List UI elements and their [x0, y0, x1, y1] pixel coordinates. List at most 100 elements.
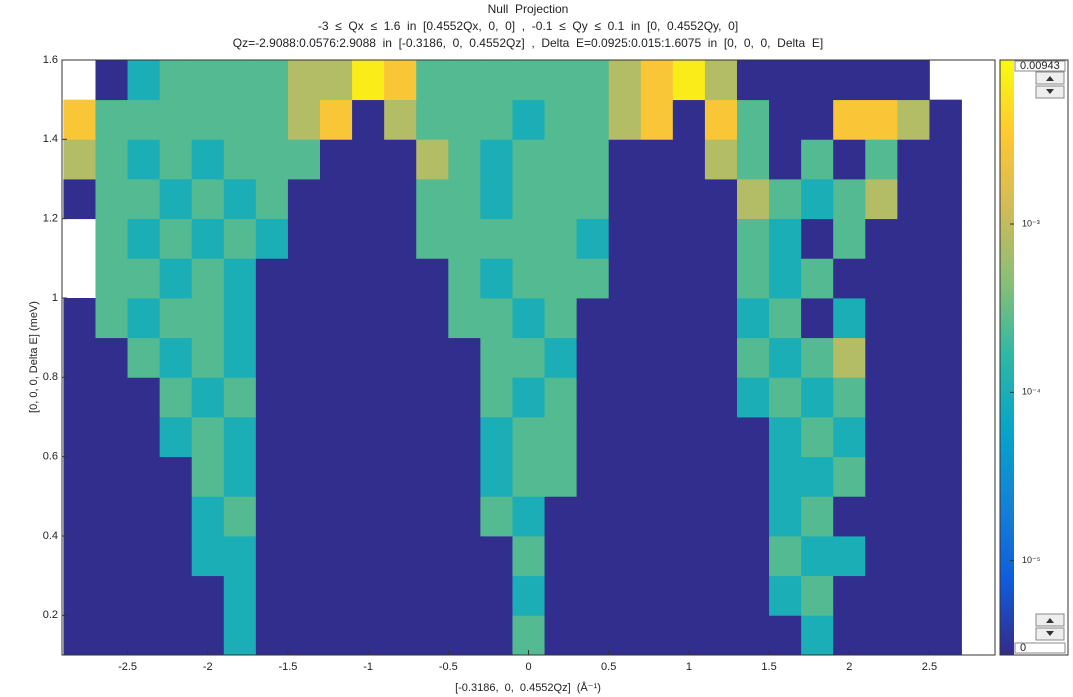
heatmap-cell: [897, 218, 930, 259]
heatmap-cell: [416, 417, 449, 458]
cmin-box[interactable]: [1014, 642, 1066, 654]
cmax-text[interactable]: 0.00943: [1020, 60, 1060, 72]
heatmap-cell: [608, 179, 642, 220]
heatmap-cell: [736, 258, 770, 299]
heatmap-cell: [223, 139, 257, 180]
heatmap-cell: [352, 575, 385, 616]
heatmap-cell: [736, 417, 770, 458]
heatmap-cell: [512, 536, 545, 577]
heatmap-cell: [512, 417, 545, 458]
heatmap-cell: [769, 298, 802, 339]
heatmap-cell: [416, 258, 449, 299]
heatmap-cell: [287, 615, 321, 656]
heatmap-cell: [865, 496, 898, 537]
heatmap-cell: [704, 575, 738, 616]
heatmap-cell: [384, 496, 417, 537]
heatmap-cell: [512, 496, 545, 537]
heatmap-cell: [833, 179, 866, 220]
heatmap-cell: [672, 258, 706, 299]
heatmap-cell: [480, 60, 513, 101]
heatmap-cell: [223, 218, 257, 259]
heatmap-cell: [352, 456, 385, 497]
heatmap-cell: [897, 615, 930, 656]
y-tick-label: 0.8: [43, 371, 58, 383]
heatmap-cell: [384, 258, 417, 299]
heatmap-cell: [255, 377, 289, 418]
heatmap-cell: [576, 377, 610, 418]
heatmap-cell: [512, 575, 545, 616]
heatmap-cell: [897, 337, 930, 378]
heatmap-cell: [159, 139, 193, 180]
heatmap-cell: [929, 258, 962, 299]
cmax-box[interactable]: [1014, 60, 1066, 72]
heatmap-cell: [255, 496, 289, 537]
heatmap-cell: [640, 536, 674, 577]
heatmap-cell: [223, 377, 257, 418]
heatmap-cell: [769, 139, 802, 180]
heatmap-cell: [801, 496, 834, 537]
heatmap-cell: [191, 218, 225, 259]
heatmap-cell: [608, 377, 642, 418]
colorbar: [1000, 60, 1014, 655]
heatmap-cell: [448, 536, 481, 577]
heatmap-cell: [769, 575, 802, 616]
heatmap-cell: [640, 337, 674, 378]
heatmap-cell: [384, 417, 417, 458]
heatmap-cell: [929, 575, 962, 616]
heatmap-cell: [448, 218, 481, 259]
heatmap-cell: [320, 60, 353, 101]
heatmap-cell: [576, 99, 610, 140]
heatmap-cell: [448, 496, 481, 537]
colorbar-tick-label: 10⁻³: [1022, 218, 1040, 228]
heatmap-cell: [704, 60, 738, 101]
heatmap-cell: [352, 377, 385, 418]
heatmap-cell: [127, 60, 161, 101]
heatmap-cell: [448, 615, 481, 656]
heatmap-cell: [704, 377, 738, 418]
arrow: [1046, 76, 1054, 81]
heatmap-cell: [897, 496, 930, 537]
heatmap-cell: [929, 139, 962, 180]
heatmap-cell: [576, 258, 610, 299]
heatmap-cell: [769, 496, 802, 537]
heatmap-cell: [416, 218, 449, 259]
cmin-text[interactable]: 0: [1020, 642, 1026, 654]
heatmap-cell: [704, 218, 738, 259]
heatmap-cell: [191, 337, 225, 378]
heatmap-cell: [833, 456, 866, 497]
colorbar-tick-label: 10⁻⁴: [1022, 387, 1041, 397]
heatmap-cell: [287, 496, 321, 537]
heatmap-cell: [544, 337, 578, 378]
heatmap-cell: [833, 337, 866, 378]
heatmap-cell: [191, 615, 225, 656]
heatmap-cell: [897, 99, 930, 140]
heatmap-cell: [159, 258, 193, 299]
heatmap-cell: [127, 615, 161, 656]
heatmap-cell: [480, 536, 513, 577]
heatmap-cell: [672, 218, 706, 259]
x-tick-label: -2: [203, 661, 213, 673]
heatmap-cell: [736, 179, 770, 220]
heatmap-cell: [384, 615, 417, 656]
heatmap-cell: [512, 615, 545, 656]
heatmap-cell: [63, 536, 96, 577]
heatmap-cell: [640, 139, 674, 180]
heatmap-cell: [287, 99, 321, 140]
heatmap-cell: [544, 139, 578, 180]
heatmap-cell: [191, 377, 225, 418]
heatmap-cell: [159, 179, 193, 220]
heatmap-cell: [672, 456, 706, 497]
heatmap-cell: [352, 218, 385, 259]
heatmap-cell: [769, 456, 802, 497]
heatmap-cell: [448, 417, 481, 458]
chart-subtitle: -3 ≤ Qx ≤ 1.6 in [0.4552Qx, 0, 0] , -0.1…: [318, 19, 738, 33]
heatmap-cell: [223, 179, 257, 220]
heatmap-cell: [63, 298, 96, 339]
heatmap-cell: [480, 298, 513, 339]
heatmap-cell: [833, 496, 866, 537]
heatmap-cell: [544, 60, 578, 101]
heatmap-cell: [736, 99, 770, 140]
heatmap-cell: [63, 139, 96, 180]
heatmap-cell: [801, 258, 834, 299]
heatmap-cell: [287, 417, 321, 458]
